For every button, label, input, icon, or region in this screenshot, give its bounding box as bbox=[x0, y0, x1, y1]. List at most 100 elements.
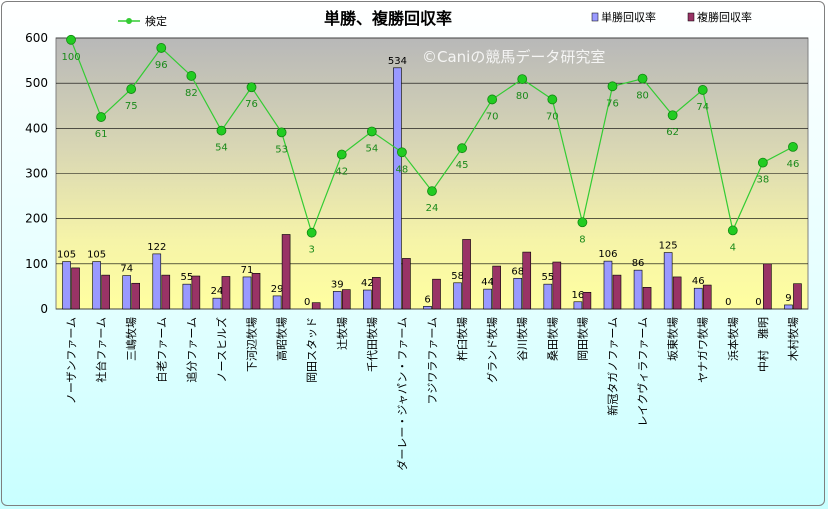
bar-tansho bbox=[663, 252, 673, 310]
bar-tansho bbox=[272, 295, 282, 310]
bar-tansho bbox=[152, 253, 162, 310]
data-label-kentei: 70 bbox=[546, 111, 559, 122]
data-label-kentei: 100 bbox=[61, 52, 80, 63]
legend-line-marker bbox=[126, 18, 132, 24]
line-marker bbox=[186, 71, 197, 81]
line-marker bbox=[216, 125, 227, 136]
data-label-kentei: 3 bbox=[308, 245, 314, 256]
chart-title: 単勝、複勝回収率 bbox=[324, 9, 452, 28]
bar-fukusho bbox=[552, 261, 562, 310]
data-label-kentei: 46 bbox=[787, 159, 800, 170]
bar-fukusho bbox=[161, 274, 171, 310]
bar-fukusho bbox=[131, 282, 140, 310]
legend-label-kentei: 検定 bbox=[145, 14, 167, 28]
data-label-tansho: 0 bbox=[725, 297, 731, 308]
data-label-tansho: 44 bbox=[481, 277, 494, 288]
y-tick-label: 200 bbox=[25, 212, 48, 226]
legend-label-tansho: 単勝回収率 bbox=[601, 10, 656, 24]
data-label-tansho: 39 bbox=[331, 279, 344, 290]
data-label-kentei: 82 bbox=[185, 88, 198, 99]
bar-fukusho bbox=[702, 284, 712, 310]
data-label-tansho: 0 bbox=[304, 297, 310, 308]
x-category-label: ノーザンファーム bbox=[65, 317, 78, 404]
x-axis: ノーザンファーム 社台ファーム 三嶋牧場 白老ファーム 追分ファーム ノースヒルズ 下河辺牧… bbox=[65, 317, 800, 471]
bar-tansho bbox=[332, 291, 342, 310]
line-marker bbox=[577, 217, 588, 228]
bar-tansho bbox=[784, 304, 793, 310]
bar-tansho bbox=[543, 283, 553, 310]
data-label-tansho: 9 bbox=[785, 293, 791, 304]
bar-fukusho bbox=[372, 277, 381, 310]
x-category-label: 追分ファーム bbox=[184, 317, 198, 383]
data-label-tansho: 106 bbox=[598, 249, 617, 260]
data-label-kentei: 42 bbox=[335, 167, 348, 178]
data-label-tansho: 6 bbox=[424, 294, 430, 305]
watermark-text: ©Caniの競馬データ研究室 bbox=[422, 48, 605, 66]
data-label-kentei: 54 bbox=[215, 143, 228, 154]
line-marker bbox=[457, 143, 467, 154]
data-label-kentei: 74 bbox=[696, 102, 709, 113]
data-label-tansho: 68 bbox=[511, 266, 524, 277]
bar-tansho bbox=[92, 261, 101, 310]
data-label-kentei: 38 bbox=[757, 175, 770, 186]
bar-fukusho bbox=[221, 276, 231, 310]
bar-tansho bbox=[62, 261, 71, 310]
data-label-kentei: 76 bbox=[245, 99, 258, 110]
data-label-kentei: 62 bbox=[666, 127, 679, 138]
x-category-label: 岡田牧場 bbox=[575, 317, 589, 361]
bar-fukusho bbox=[311, 302, 321, 310]
x-category-label: ダーレー・ジャパン・ファーム bbox=[395, 317, 409, 471]
bar-tansho bbox=[453, 282, 462, 310]
x-category-label: 新冠タガノファーム bbox=[605, 317, 619, 416]
data-label-kentei: 96 bbox=[155, 60, 168, 71]
bar-tansho bbox=[122, 275, 131, 310]
line-series: 100 61 75 96 82 54 76 53 3 42 54 48 24 45 70 80 70 8 76 80 6… bbox=[61, 34, 800, 256]
line-marker bbox=[487, 94, 498, 105]
x-category-label: 中村 雅明 bbox=[756, 317, 770, 372]
x-category-label: 社台ファーム bbox=[94, 317, 108, 383]
data-label-kentei: 53 bbox=[275, 144, 288, 155]
y-tick-label: 500 bbox=[25, 76, 48, 90]
line-marker bbox=[667, 110, 678, 121]
data-label-tansho: 74 bbox=[120, 264, 133, 275]
bar-fukusho bbox=[432, 278, 441, 310]
bar-fukusho bbox=[582, 291, 592, 310]
line-marker bbox=[637, 73, 648, 84]
data-label-tansho: 122 bbox=[147, 242, 166, 253]
data-label-tansho: 58 bbox=[451, 271, 464, 282]
data-label-tansho: 71 bbox=[241, 265, 254, 276]
data-label-kentei: 54 bbox=[365, 143, 378, 154]
line-marker bbox=[366, 126, 377, 137]
data-label-kentei: 45 bbox=[456, 160, 469, 171]
bar-tansho bbox=[182, 283, 192, 310]
bar-tansho bbox=[513, 277, 523, 310]
data-label-tansho: 55 bbox=[180, 272, 193, 283]
bar-fukusho bbox=[612, 274, 622, 310]
line-marker bbox=[156, 43, 167, 53]
line-marker bbox=[427, 186, 437, 197]
x-category-label: 下河辺牧場 bbox=[245, 317, 259, 372]
x-category-label: 辻牧場 bbox=[335, 317, 349, 350]
y-tick-label: 300 bbox=[25, 167, 48, 181]
data-label-tansho: 46 bbox=[692, 276, 705, 287]
line-marker bbox=[126, 84, 137, 94]
line-marker bbox=[517, 74, 528, 85]
bar-fukusho bbox=[341, 289, 351, 310]
data-label-kentei: 80 bbox=[636, 91, 649, 102]
x-category-label: 浜本牧場 bbox=[726, 317, 740, 361]
data-label-tansho: 16 bbox=[572, 290, 585, 301]
data-label-kentei: 80 bbox=[516, 91, 529, 102]
data-label-tansho: 24 bbox=[211, 286, 224, 297]
bar-tansho bbox=[573, 301, 583, 310]
bar-tansho bbox=[393, 67, 402, 310]
x-category-label: レイクヴィラファーム bbox=[636, 317, 650, 426]
data-label-tansho: 534 bbox=[388, 56, 407, 67]
legend-label-fukusho: 複勝回収率 bbox=[697, 10, 752, 24]
y-axis: 0 100 200 300 400 500 600 bbox=[25, 31, 48, 316]
data-label-kentei: 4 bbox=[730, 242, 736, 253]
bar-fukusho bbox=[672, 276, 682, 310]
legend: 検定 単勝回収率 複勝回収率 bbox=[118, 10, 752, 28]
bar-tansho bbox=[423, 305, 432, 310]
